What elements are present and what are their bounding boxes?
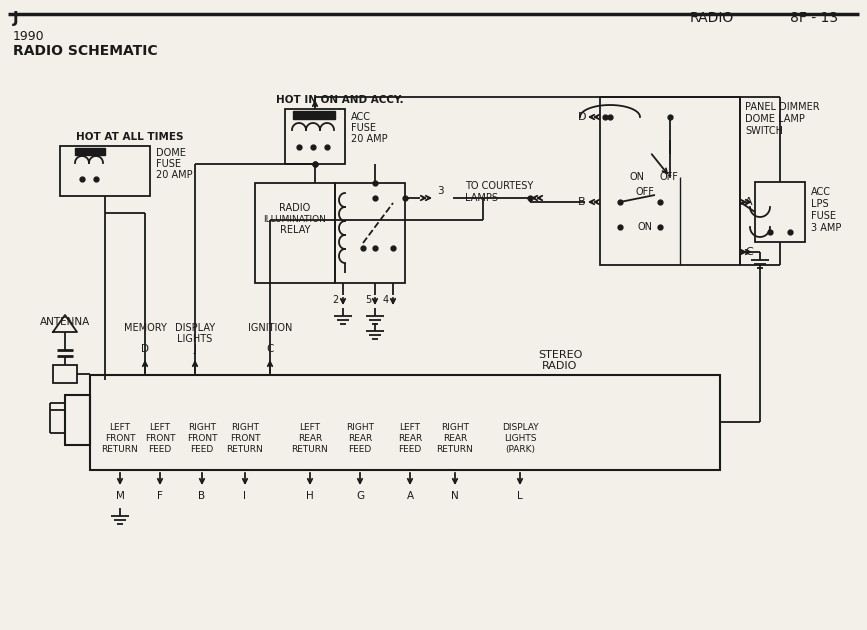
Text: L: L <box>517 491 523 501</box>
Text: D: D <box>577 112 586 122</box>
Bar <box>53 365 77 383</box>
Bar <box>75 148 105 155</box>
Text: REAR: REAR <box>348 434 372 443</box>
Text: J: J <box>193 344 197 354</box>
Text: REAR: REAR <box>398 434 422 443</box>
Text: LEFT: LEFT <box>400 423 420 432</box>
Text: LEFT: LEFT <box>299 423 321 432</box>
Text: FUSE: FUSE <box>811 211 836 221</box>
Text: I: I <box>244 491 246 501</box>
Text: D: D <box>141 344 149 354</box>
Text: DISPLAY: DISPLAY <box>175 323 215 333</box>
Text: 20 AMP: 20 AMP <box>156 170 192 180</box>
Text: FUSE: FUSE <box>156 159 181 169</box>
Text: 20 AMP: 20 AMP <box>351 134 388 144</box>
Text: IGNITION: IGNITION <box>248 323 292 333</box>
Text: FEED: FEED <box>148 445 172 454</box>
Bar <box>293 111 335 119</box>
Text: RADIO: RADIO <box>543 361 577 371</box>
Text: ON: ON <box>637 222 653 232</box>
Text: RETURN: RETURN <box>101 445 139 454</box>
Text: A: A <box>407 491 414 501</box>
Text: DISPLAY: DISPLAY <box>502 423 538 432</box>
Text: MEMORY: MEMORY <box>124 323 166 333</box>
Text: FRONT: FRONT <box>230 434 260 443</box>
Text: ANTENNA: ANTENNA <box>40 317 90 327</box>
Text: B: B <box>578 197 586 207</box>
Text: 2: 2 <box>333 295 339 305</box>
Text: J: J <box>13 11 18 26</box>
Text: A: A <box>745 197 753 207</box>
Text: H: H <box>306 491 314 501</box>
Bar <box>65 395 90 445</box>
Text: 3 AMP: 3 AMP <box>811 223 841 233</box>
Text: 3: 3 <box>437 186 444 196</box>
Text: LIGHTS: LIGHTS <box>504 434 537 443</box>
Bar <box>755 182 805 242</box>
Text: RADIO SCHEMATIC: RADIO SCHEMATIC <box>13 44 158 58</box>
Text: TO COURTESY: TO COURTESY <box>465 181 533 191</box>
Text: LEFT: LEFT <box>149 423 171 432</box>
Text: 8F - 13: 8F - 13 <box>790 11 838 25</box>
Bar <box>285 109 345 164</box>
Text: N: N <box>451 491 459 501</box>
Text: RETURN: RETURN <box>291 445 329 454</box>
Text: FEED: FEED <box>191 445 213 454</box>
Text: FRONT: FRONT <box>105 434 135 443</box>
Text: FRONT: FRONT <box>186 434 218 443</box>
Text: RETURN: RETURN <box>226 445 264 454</box>
Text: RIGHT: RIGHT <box>188 423 216 432</box>
Text: LPS: LPS <box>811 199 829 209</box>
Text: G: G <box>356 491 364 501</box>
Text: C: C <box>745 247 753 257</box>
Text: FUSE: FUSE <box>351 123 376 133</box>
Text: M: M <box>115 491 125 501</box>
Text: (PARK): (PARK) <box>505 445 535 454</box>
Text: RIGHT: RIGHT <box>231 423 259 432</box>
Text: F: F <box>157 491 163 501</box>
Text: ON: ON <box>630 172 645 182</box>
Text: B: B <box>199 491 205 501</box>
Bar <box>60 146 150 196</box>
Text: PANEL DIMMER: PANEL DIMMER <box>745 102 819 112</box>
Text: HOT IN ON AND ACCY.: HOT IN ON AND ACCY. <box>277 95 404 105</box>
Text: HOT AT ALL TIMES: HOT AT ALL TIMES <box>76 132 184 142</box>
Text: DOME LAMP: DOME LAMP <box>745 114 805 124</box>
Text: RETURN: RETURN <box>437 445 473 454</box>
Text: STEREO: STEREO <box>538 350 582 360</box>
Text: REAR: REAR <box>443 434 467 443</box>
Text: RELAY: RELAY <box>280 225 310 235</box>
Text: FEED: FEED <box>398 445 421 454</box>
Text: FRONT: FRONT <box>145 434 175 443</box>
Text: OFF: OFF <box>636 187 655 197</box>
Text: 5: 5 <box>365 295 371 305</box>
Bar <box>255 183 335 283</box>
Text: ILLUMINATION: ILLUMINATION <box>264 214 327 224</box>
Bar <box>600 97 740 265</box>
Text: LAMPS: LAMPS <box>465 193 498 203</box>
Text: OFF: OFF <box>660 172 679 182</box>
Text: LIGHTS: LIGHTS <box>178 334 212 344</box>
Text: RADIO: RADIO <box>690 11 734 25</box>
Text: ACC: ACC <box>811 187 831 197</box>
Text: 4: 4 <box>383 295 389 305</box>
Text: RIGHT: RIGHT <box>441 423 469 432</box>
Bar <box>90 375 720 470</box>
Text: 1990: 1990 <box>13 30 44 43</box>
Text: DOME: DOME <box>156 148 186 158</box>
Text: ACC: ACC <box>351 112 371 122</box>
Text: REAR: REAR <box>298 434 323 443</box>
Text: LEFT: LEFT <box>109 423 131 432</box>
Text: C: C <box>266 344 274 354</box>
Text: RADIO: RADIO <box>279 203 310 213</box>
Text: RIGHT: RIGHT <box>346 423 374 432</box>
Text: SWITCH: SWITCH <box>745 126 783 136</box>
Bar <box>335 183 405 283</box>
Text: FEED: FEED <box>349 445 372 454</box>
